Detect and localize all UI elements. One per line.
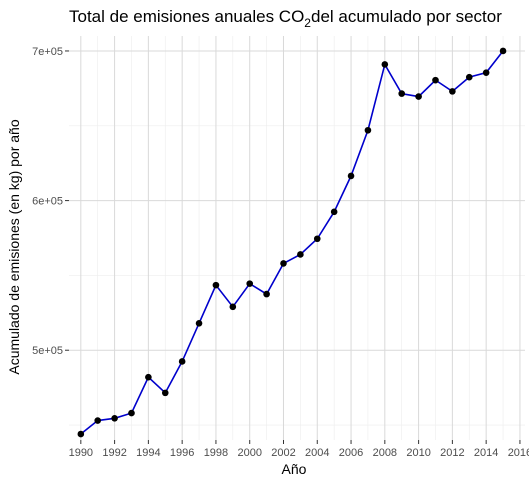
data-point [381, 61, 389, 68]
chart-title: Total de emisiones anuales CO2del acumul… [69, 7, 502, 30]
x-tick-label: 2006 [339, 447, 363, 459]
data-point [77, 430, 85, 438]
data-point [128, 409, 135, 417]
x-axis-title: Año [282, 461, 307, 477]
data-point [246, 280, 254, 287]
y-tick-label: 6e+05 [32, 196, 63, 208]
data-point [465, 73, 473, 81]
data-point [212, 281, 220, 289]
x-tick-label: 1990 [69, 447, 93, 459]
x-tick-label: 2014 [474, 447, 498, 459]
data-point [297, 251, 304, 258]
data-point [432, 76, 439, 84]
data-point [415, 93, 422, 100]
x-tick-label: 2008 [373, 447, 397, 459]
data-point [364, 126, 372, 134]
data-point [145, 373, 152, 381]
data-point [313, 235, 321, 243]
x-tick-label: 2010 [406, 447, 430, 459]
data-point [280, 260, 287, 267]
x-tick-label: 1994 [136, 447, 160, 459]
data-point [161, 389, 169, 397]
data-point [94, 417, 102, 424]
x-tick-label: 2012 [440, 447, 464, 459]
y-tick-label: 7e+05 [32, 46, 63, 58]
chart-title-subscript: 2 [304, 16, 311, 30]
x-tick-label: 2002 [271, 447, 295, 459]
x-tick-label: 2000 [237, 447, 261, 459]
chart-title-rest: del acumulado por sector [311, 7, 502, 26]
x-tick-label: 1998 [204, 447, 228, 459]
y-axis-title: Acumulado de emisiones (en kg) por año [6, 119, 22, 374]
series-line [80, 50, 504, 435]
x-tick-label: 2004 [305, 447, 329, 459]
data-point [229, 303, 237, 311]
data-point [263, 290, 270, 298]
y-tick-label: 5e+05 [32, 345, 63, 357]
x-tick-label: 1992 [102, 447, 126, 459]
data-point [195, 319, 203, 327]
data-point [330, 208, 338, 216]
x-tick-label: 2016 [508, 447, 529, 459]
data-point [449, 88, 456, 95]
data-point [111, 415, 118, 422]
data-point [398, 90, 406, 97]
data-point [482, 69, 490, 76]
data-point [178, 358, 186, 365]
data-point [347, 172, 355, 180]
x-tick-label: 1996 [170, 447, 194, 459]
data-point [499, 47, 507, 55]
plot-area: 1990 1992 1994 1996 1998 2000 2002 2004 2006 2008… [32, 36, 529, 459]
chart-title-main: Total de emisiones anuales CO [69, 7, 304, 26]
